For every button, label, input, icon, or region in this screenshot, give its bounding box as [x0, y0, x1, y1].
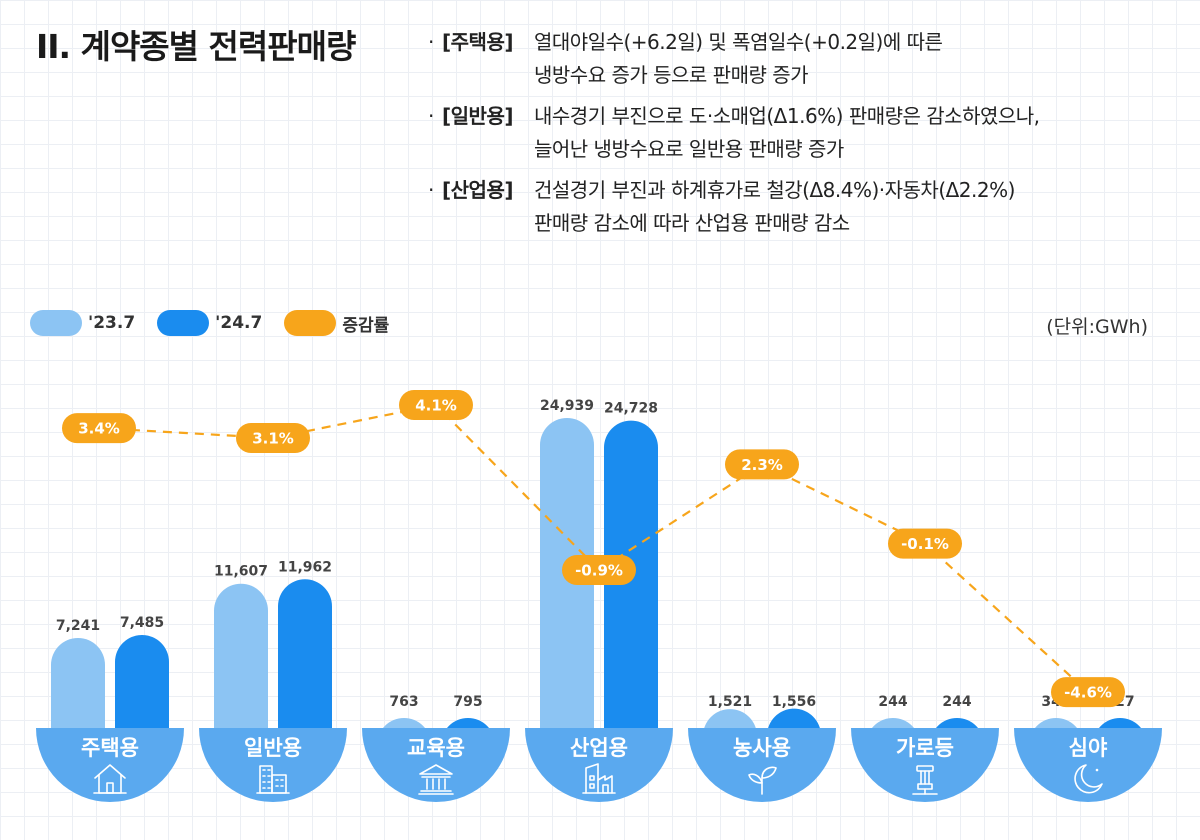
page-title: II. 계약종별 전력판매량	[36, 27, 356, 66]
moon-star	[1095, 768, 1099, 772]
factory-icon	[582, 763, 616, 794]
note-line: 열대야일수(+6.2일) 및 폭염일수(+0.2일)에 따른	[534, 30, 943, 54]
category-label: 주택용	[81, 736, 139, 760]
sprout-leaf-left	[748, 773, 763, 784]
unit-label: (단위:GWh)	[1046, 316, 1148, 338]
legend-swatch	[284, 310, 337, 336]
note-bullet: ·	[428, 178, 434, 202]
house-roof	[94, 764, 126, 779]
house-icon	[93, 764, 127, 794]
bar-2023	[703, 709, 757, 728]
rate-pill	[562, 555, 636, 585]
legend-item-2024: '24.7	[157, 310, 262, 336]
rate-pill	[1051, 677, 1125, 708]
note-line: 늘어난 냉방수요로 일반용 판매량 증가	[534, 137, 844, 161]
category-badge	[851, 728, 999, 802]
legend-item-2023: '23.7	[30, 310, 135, 336]
note-industrial: · [산업용] 건설경기 부진과 하계휴가로 철강(Δ8.4%)·자동차(Δ2.…	[428, 174, 1188, 240]
value-label-2024: 795	[453, 694, 482, 710]
legend-label: '24.7	[215, 313, 263, 333]
rate-pill	[62, 413, 136, 444]
note-bullet: ·	[428, 104, 434, 128]
category-badge	[199, 728, 347, 802]
legend-swatch	[30, 310, 82, 336]
value-label-2023: 7,241	[56, 618, 100, 634]
value-label-2023: 24,939	[540, 398, 594, 414]
rate-label: -0.1%	[901, 535, 949, 553]
legend-item-rate: 증감률	[284, 310, 389, 336]
sprout-icon	[748, 766, 777, 795]
chart-legend: '23.7 '24.7 증감률	[30, 310, 411, 336]
sprout-leaf-right	[761, 766, 777, 779]
rate-pill	[236, 423, 310, 453]
bar-2023	[1029, 718, 1083, 728]
moon-crescent	[1074, 764, 1103, 794]
moon-icon	[1074, 764, 1103, 794]
value-label-2024: 244	[942, 694, 971, 710]
streetlight-icon	[912, 765, 938, 795]
value-label-2024: 11,962	[278, 559, 332, 575]
bar-2024	[441, 718, 495, 728]
bar-2023	[377, 718, 431, 728]
note-tag: [주택용]	[442, 30, 513, 54]
category-badge	[1014, 728, 1162, 802]
factory-window	[589, 783, 595, 789]
category-badge	[688, 728, 836, 802]
factory-tower	[585, 763, 599, 794]
rate-label: -0.9%	[575, 562, 623, 580]
value-label-2024: 24,728	[604, 401, 658, 417]
factory-hall	[597, 775, 613, 794]
note-tag: [산업용]	[442, 178, 513, 202]
school-pediment	[419, 764, 453, 775]
bars-group	[51, 418, 1147, 728]
category-label: 농사용	[733, 736, 791, 760]
rate-pill	[399, 390, 473, 420]
category-label: 가로등	[896, 736, 954, 760]
value-label-2023: 1,521	[708, 694, 752, 710]
bar-2023	[214, 583, 268, 728]
rate-label: 2.3%	[741, 456, 783, 474]
factory-window	[589, 775, 595, 781]
rate-label: 4.1%	[415, 397, 457, 415]
rate-label: 3.4%	[78, 420, 120, 438]
rate-group: 3.4% 3.1% 4.1% -0.9% 2.3% -0.1% -4.6%	[62, 390, 1125, 708]
bar-2024	[278, 579, 332, 728]
value-label-2023: 244	[878, 694, 907, 710]
rate-label: 3.1%	[252, 430, 294, 448]
category-label: 심야	[1069, 736, 1108, 760]
category-label: 산업용	[570, 736, 628, 760]
bar-2024	[1093, 718, 1147, 728]
rate-label: -4.6%	[1064, 684, 1112, 702]
rate-pill	[888, 528, 962, 559]
bar-2024	[115, 634, 169, 728]
bar-2023	[51, 638, 105, 728]
rate-pill	[725, 449, 799, 480]
value-label-2024: 1,556	[772, 694, 816, 710]
notes: · [주택용] 열대야일수(+6.2일) 및 폭염일수(+0.2일)에 따른 냉…	[428, 26, 1188, 248]
category-label: 일반용	[244, 736, 302, 760]
bar-2023	[866, 718, 920, 728]
category-badge	[525, 728, 673, 802]
legend-swatch	[157, 310, 210, 336]
note-line: 내수경기 부진으로 도·소매업(Δ1.6%) 판매량은 감소하였으나,	[534, 104, 1040, 128]
bar-2024	[930, 718, 984, 728]
note-line: 냉방수요 증가 등으로 판매량 증가	[534, 63, 809, 87]
category-label: 교육용	[407, 736, 465, 760]
value-label-2024: 7,485	[120, 615, 164, 631]
note-residential: · [주택용] 열대야일수(+6.2일) 및 폭염일수(+0.2일)에 따른 냉…	[428, 26, 1188, 92]
bar-2024	[767, 708, 821, 728]
note-line: 판매량 감소에 따라 산업용 판매량 감소	[534, 211, 850, 235]
school-icon	[418, 764, 454, 795]
note-line: 건설경기 부진과 하계휴가로 철강(Δ8.4%)·자동차(Δ2.2%)	[534, 178, 1015, 202]
value-label-2023: 11,607	[214, 564, 268, 580]
building-icon	[256, 765, 290, 794]
note-bullet: ·	[428, 30, 434, 54]
note-tag: [일반용]	[442, 104, 513, 128]
note-general: · [일반용] 내수경기 부진으로 도·소매업(Δ1.6%) 판매량은 감소하였…	[428, 100, 1188, 166]
category-group: 주택용 일반용 교육용 산업용 농사용 가로등 심야	[36, 728, 1162, 802]
value-label-2023: 763	[389, 694, 418, 710]
legend-label: 증감률	[342, 315, 390, 336]
legend-label: '23.7	[88, 313, 136, 333]
